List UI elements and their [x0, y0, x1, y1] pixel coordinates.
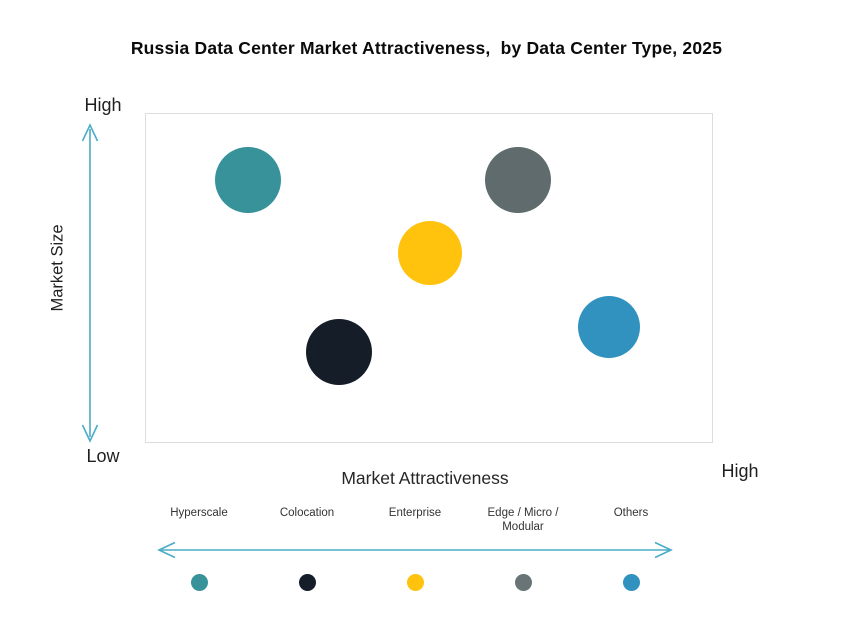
legend-labels-row: Hyperscale Colocation Enterprise Edge / Mic…: [145, 506, 685, 534]
legend-dot-enterprise: [406, 574, 424, 591]
y-axis-low-label: Low: [86, 446, 120, 466]
bubble-hyperscale: [215, 147, 282, 213]
legend: Hyperscale Colocation Enterprise Edge / Mic…: [145, 506, 685, 591]
legend-label-edge-micro-modular: Edge / Micro / Modular: [487, 507, 559, 533]
legend-dots-row: [145, 574, 685, 591]
bubble-others: [577, 295, 640, 358]
legend-range-arrow-icon: [157, 541, 673, 559]
bubble-colocation: [306, 318, 373, 385]
bubble-edge-micro-modular: [485, 147, 552, 213]
y-axis-high-label: High: [84, 95, 122, 115]
legend-dot-others: [622, 574, 640, 591]
x-axis-high-label: High: [721, 461, 759, 481]
legend-label-enterprise: Enterprise: [388, 507, 442, 519]
legend-dot-edge-micro-modular: [514, 574, 532, 591]
legend-label-others: Others: [613, 507, 649, 519]
plot-area: [145, 113, 713, 443]
legend-dot-hyperscale: [190, 574, 208, 591]
legend-dot-colocation: [298, 574, 316, 591]
bubble-enterprise: [398, 220, 462, 285]
legend-label-hyperscale: Hyperscale: [170, 507, 228, 519]
x-axis-title: Market Attractiveness: [341, 468, 509, 488]
y-axis-title: Market Size: [48, 224, 67, 312]
chart-title: Russia Data Center Market Attractiveness…: [130, 38, 723, 58]
y-axis-arrow-icon: [81, 123, 99, 443]
legend-label-colocation: Colocation: [279, 507, 335, 519]
